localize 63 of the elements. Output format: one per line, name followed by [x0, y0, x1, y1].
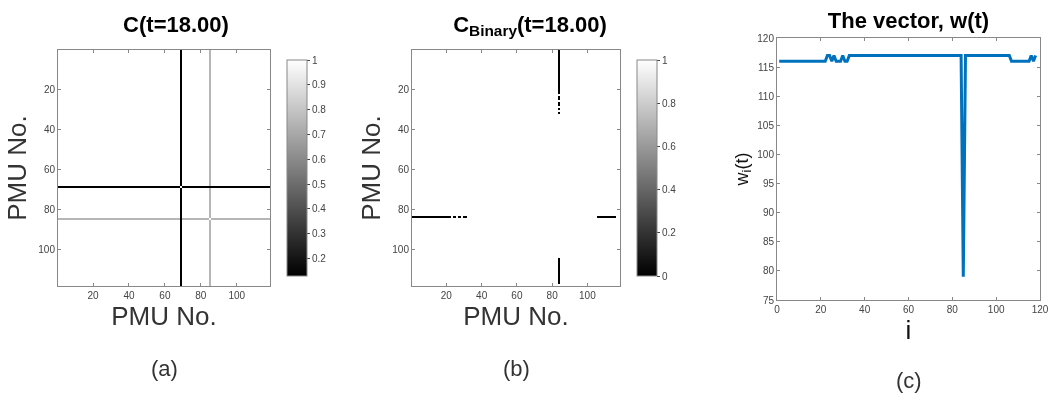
color-bar-label: 0.2 [662, 227, 677, 239]
y-tick-label: 115 [758, 61, 775, 73]
chart-title: The vector, w(t) [827, 7, 990, 33]
text: (c) [896, 368, 922, 393]
color-bar-label: 0.9 [312, 79, 327, 91]
x-tick-label: 20 [440, 290, 453, 301]
color-bar-label: 0.2 [312, 253, 327, 265]
color-bar-label: 0.4 [312, 203, 327, 215]
color-bar-label: 0.8 [662, 97, 677, 109]
y-tick-label: 100 [38, 243, 56, 255]
x-tick-label: 100 [228, 290, 246, 301]
color-bar-label: 1 [312, 54, 318, 66]
y-tick-label: 85 [762, 236, 775, 248]
color-bar-label: 1 [662, 54, 668, 66]
y-tick-label: 100 [757, 148, 775, 160]
color-bar-label: 0.6 [662, 140, 677, 152]
text: (b) [503, 356, 530, 381]
y-tick-label: 90 [762, 207, 775, 219]
y-tick-label: 105 [757, 119, 775, 131]
x-tick-label: 40 [123, 290, 135, 301]
chart-title: C$_{Binary}$(t=18.00) [453, 11, 607, 40]
color-bar-label: 0.8 [312, 104, 327, 116]
color-bar-label: 0.7 [312, 128, 327, 140]
color-bar-label: 0 [662, 270, 668, 282]
color-bar-label: 0.5 [312, 178, 327, 190]
x-tick-label: 80 [195, 290, 207, 301]
x-tick-label: 120 [1031, 304, 1049, 315]
y-tick-label: 120 [757, 32, 775, 44]
x-tick-label: 40 [476, 290, 488, 301]
x-axis-title: PMU No. [111, 301, 217, 331]
y-tick-label: 40 [43, 123, 56, 135]
x-tick-label: 40 [859, 304, 871, 315]
y-tick-label: 60 [397, 163, 410, 175]
x-tick-label: 100 [579, 290, 597, 301]
x-tick-label: 60 [511, 290, 523, 301]
x-tick-label: 60 [159, 290, 171, 301]
color-bar-label: 0.6 [312, 153, 327, 165]
y-tick-label: 20 [397, 83, 410, 95]
text: (a) [151, 356, 178, 381]
y-tick-label: 80 [397, 203, 410, 215]
y-tick-label: 60 [43, 163, 56, 175]
color-bar-label: 0.4 [662, 184, 677, 196]
y-tick-label: 110 [758, 90, 775, 102]
x-tick-label: 20 [815, 304, 827, 315]
y-axis-title: PMU No. [355, 115, 386, 221]
color-bar-label: 0.3 [312, 228, 327, 240]
y-tick-label: 40 [397, 123, 410, 135]
x-tick-label: 60 [902, 304, 915, 315]
y-axis-title: PMU No. [1, 115, 32, 221]
y-tick-label: 80 [43, 203, 56, 215]
x-tick-label: 20 [87, 290, 100, 301]
x-axis-title: i [905, 315, 912, 345]
x-tick-label: 80 [946, 304, 959, 315]
x-tick-label: 100 [987, 304, 1005, 315]
chart-title: C(t=18.00) [123, 11, 229, 37]
x-axis-title: PMU No. [463, 301, 569, 331]
y-tick-label: 20 [43, 83, 56, 95]
y-tick-label: 95 [762, 178, 775, 190]
x-tick-label: 80 [546, 290, 559, 301]
y-tick-label: 80 [762, 265, 775, 277]
y-tick-label: 100 [392, 243, 410, 255]
x-tick-label: 0 [774, 304, 781, 315]
y-tick-label: 75 [762, 294, 775, 306]
